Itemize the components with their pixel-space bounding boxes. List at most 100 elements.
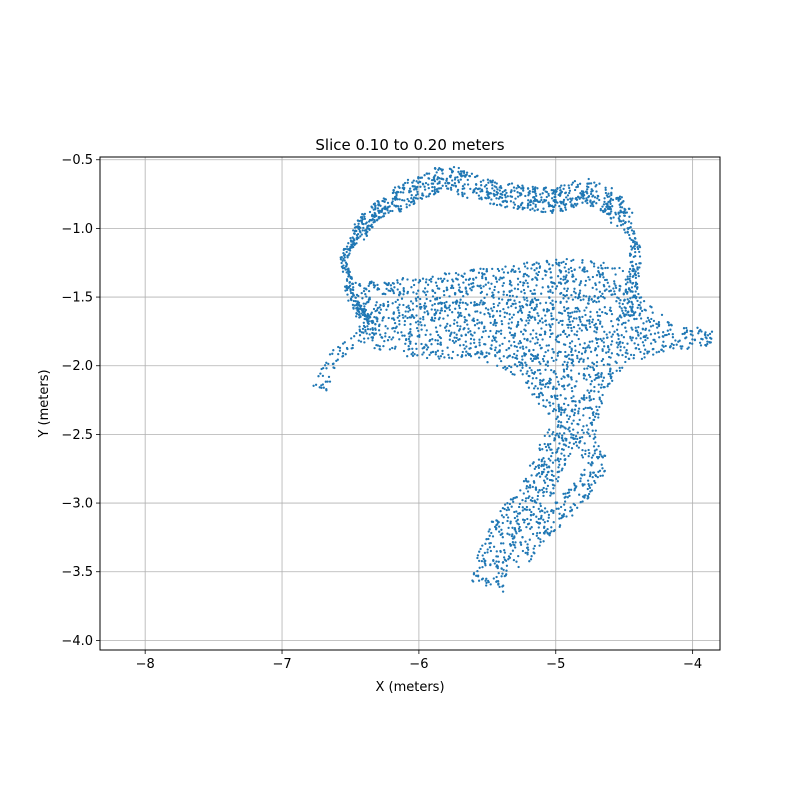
scatter-point: [384, 292, 387, 296]
scatter-point: [529, 203, 532, 207]
scatter-point: [572, 258, 575, 262]
scatter-point: [535, 272, 538, 275]
scatter-point: [581, 190, 585, 193]
scatter-point: [539, 378, 542, 382]
scatter-point: [442, 317, 445, 320]
scatter-point: [420, 342, 423, 346]
scatter-point: [512, 313, 515, 316]
scatter-point: [360, 312, 363, 315]
scatter-point: [635, 286, 639, 289]
scatter-point: [534, 465, 538, 469]
scatter-point: [554, 287, 558, 290]
scatter-point: [501, 342, 504, 346]
scatter-point: [595, 341, 599, 345]
scatter-point: [477, 187, 480, 190]
scatter-point: [510, 505, 513, 508]
scatter-point: [457, 311, 460, 314]
scatter-point: [538, 531, 542, 535]
scatter-point: [518, 529, 521, 533]
scatter-point: [372, 283, 375, 287]
scatter-point: [536, 273, 540, 277]
scatter-point: [615, 369, 618, 372]
scatter-point: [540, 472, 544, 476]
data-points: [312, 165, 714, 593]
scatter-point: [507, 322, 510, 325]
scatter-point: [592, 397, 595, 401]
scatter-point: [625, 330, 628, 333]
scatter-point: [521, 284, 525, 287]
scatter-point: [573, 482, 576, 485]
scatter-point: [453, 331, 456, 334]
scatter-point: [467, 327, 470, 330]
scatter-point: [579, 280, 583, 283]
scatter-point: [464, 278, 468, 281]
scatter-point: [529, 340, 532, 343]
scatter-point: [513, 527, 517, 530]
scatter-point: [633, 342, 636, 345]
scatter-point: [516, 195, 520, 198]
scatter-point: [616, 323, 620, 326]
scatter-point: [572, 364, 575, 367]
scatter-point: [448, 272, 451, 275]
scatter-point: [633, 242, 637, 246]
scatter-point: [531, 185, 534, 189]
scatter-point: [603, 297, 606, 300]
scatter-point: [606, 212, 609, 216]
scatter-point: [572, 204, 575, 207]
scatter-point: [502, 542, 505, 545]
scatter-point: [416, 320, 420, 323]
scatter-point: [358, 229, 362, 233]
scatter-point: [350, 244, 354, 248]
scatter-point: [567, 314, 570, 317]
scatter-point: [445, 177, 449, 180]
scatter-point: [552, 402, 555, 405]
scatter-point: [410, 314, 413, 317]
scatter-point: [562, 278, 565, 281]
scatter-point: [569, 452, 572, 456]
scatter-point: [643, 352, 646, 355]
scatter-point: [557, 436, 561, 439]
scatter-point: [423, 185, 426, 188]
scatter-point: [533, 292, 537, 295]
scatter-point: [532, 387, 536, 390]
scatter-point: [520, 311, 524, 314]
scatter-point: [505, 200, 508, 204]
scatter-point: [409, 342, 412, 345]
scatter-point: [493, 288, 496, 292]
scatter-point: [578, 343, 582, 346]
scatter-point: [381, 199, 384, 203]
scatter-point: [585, 378, 588, 381]
scatter-point: [453, 182, 457, 185]
scatter-point: [500, 322, 504, 326]
scatter-point: [598, 314, 602, 318]
scatter-point: [671, 336, 675, 339]
scatter-point: [483, 559, 486, 562]
scatter-point: [484, 307, 488, 310]
scatter-point: [414, 297, 418, 300]
scatter-point: [633, 294, 637, 297]
scatter-point: [439, 277, 443, 280]
scatter-point: [387, 316, 390, 320]
scatter-point: [614, 211, 617, 214]
scatter-point: [392, 312, 395, 315]
scatter-point: [582, 396, 586, 399]
scatter-point: [332, 366, 335, 369]
scatter-point: [552, 509, 555, 513]
scatter-point: [601, 205, 604, 208]
scatter-point: [594, 441, 597, 444]
scatter-point: [561, 436, 564, 440]
scatter-point: [519, 330, 523, 333]
scatter-point: [422, 315, 425, 319]
scatter-point: [554, 261, 558, 264]
scatter-point: [570, 259, 573, 263]
scatter-point: [572, 275, 575, 278]
scatter-point: [510, 189, 513, 193]
scatter-point: [624, 211, 627, 214]
scatter-point: [592, 262, 596, 265]
scatter-point: [465, 350, 468, 353]
scatter-point: [626, 230, 629, 233]
scatter-point: [372, 208, 375, 211]
scatter-point: [441, 349, 444, 353]
scatter-point: [630, 286, 634, 289]
